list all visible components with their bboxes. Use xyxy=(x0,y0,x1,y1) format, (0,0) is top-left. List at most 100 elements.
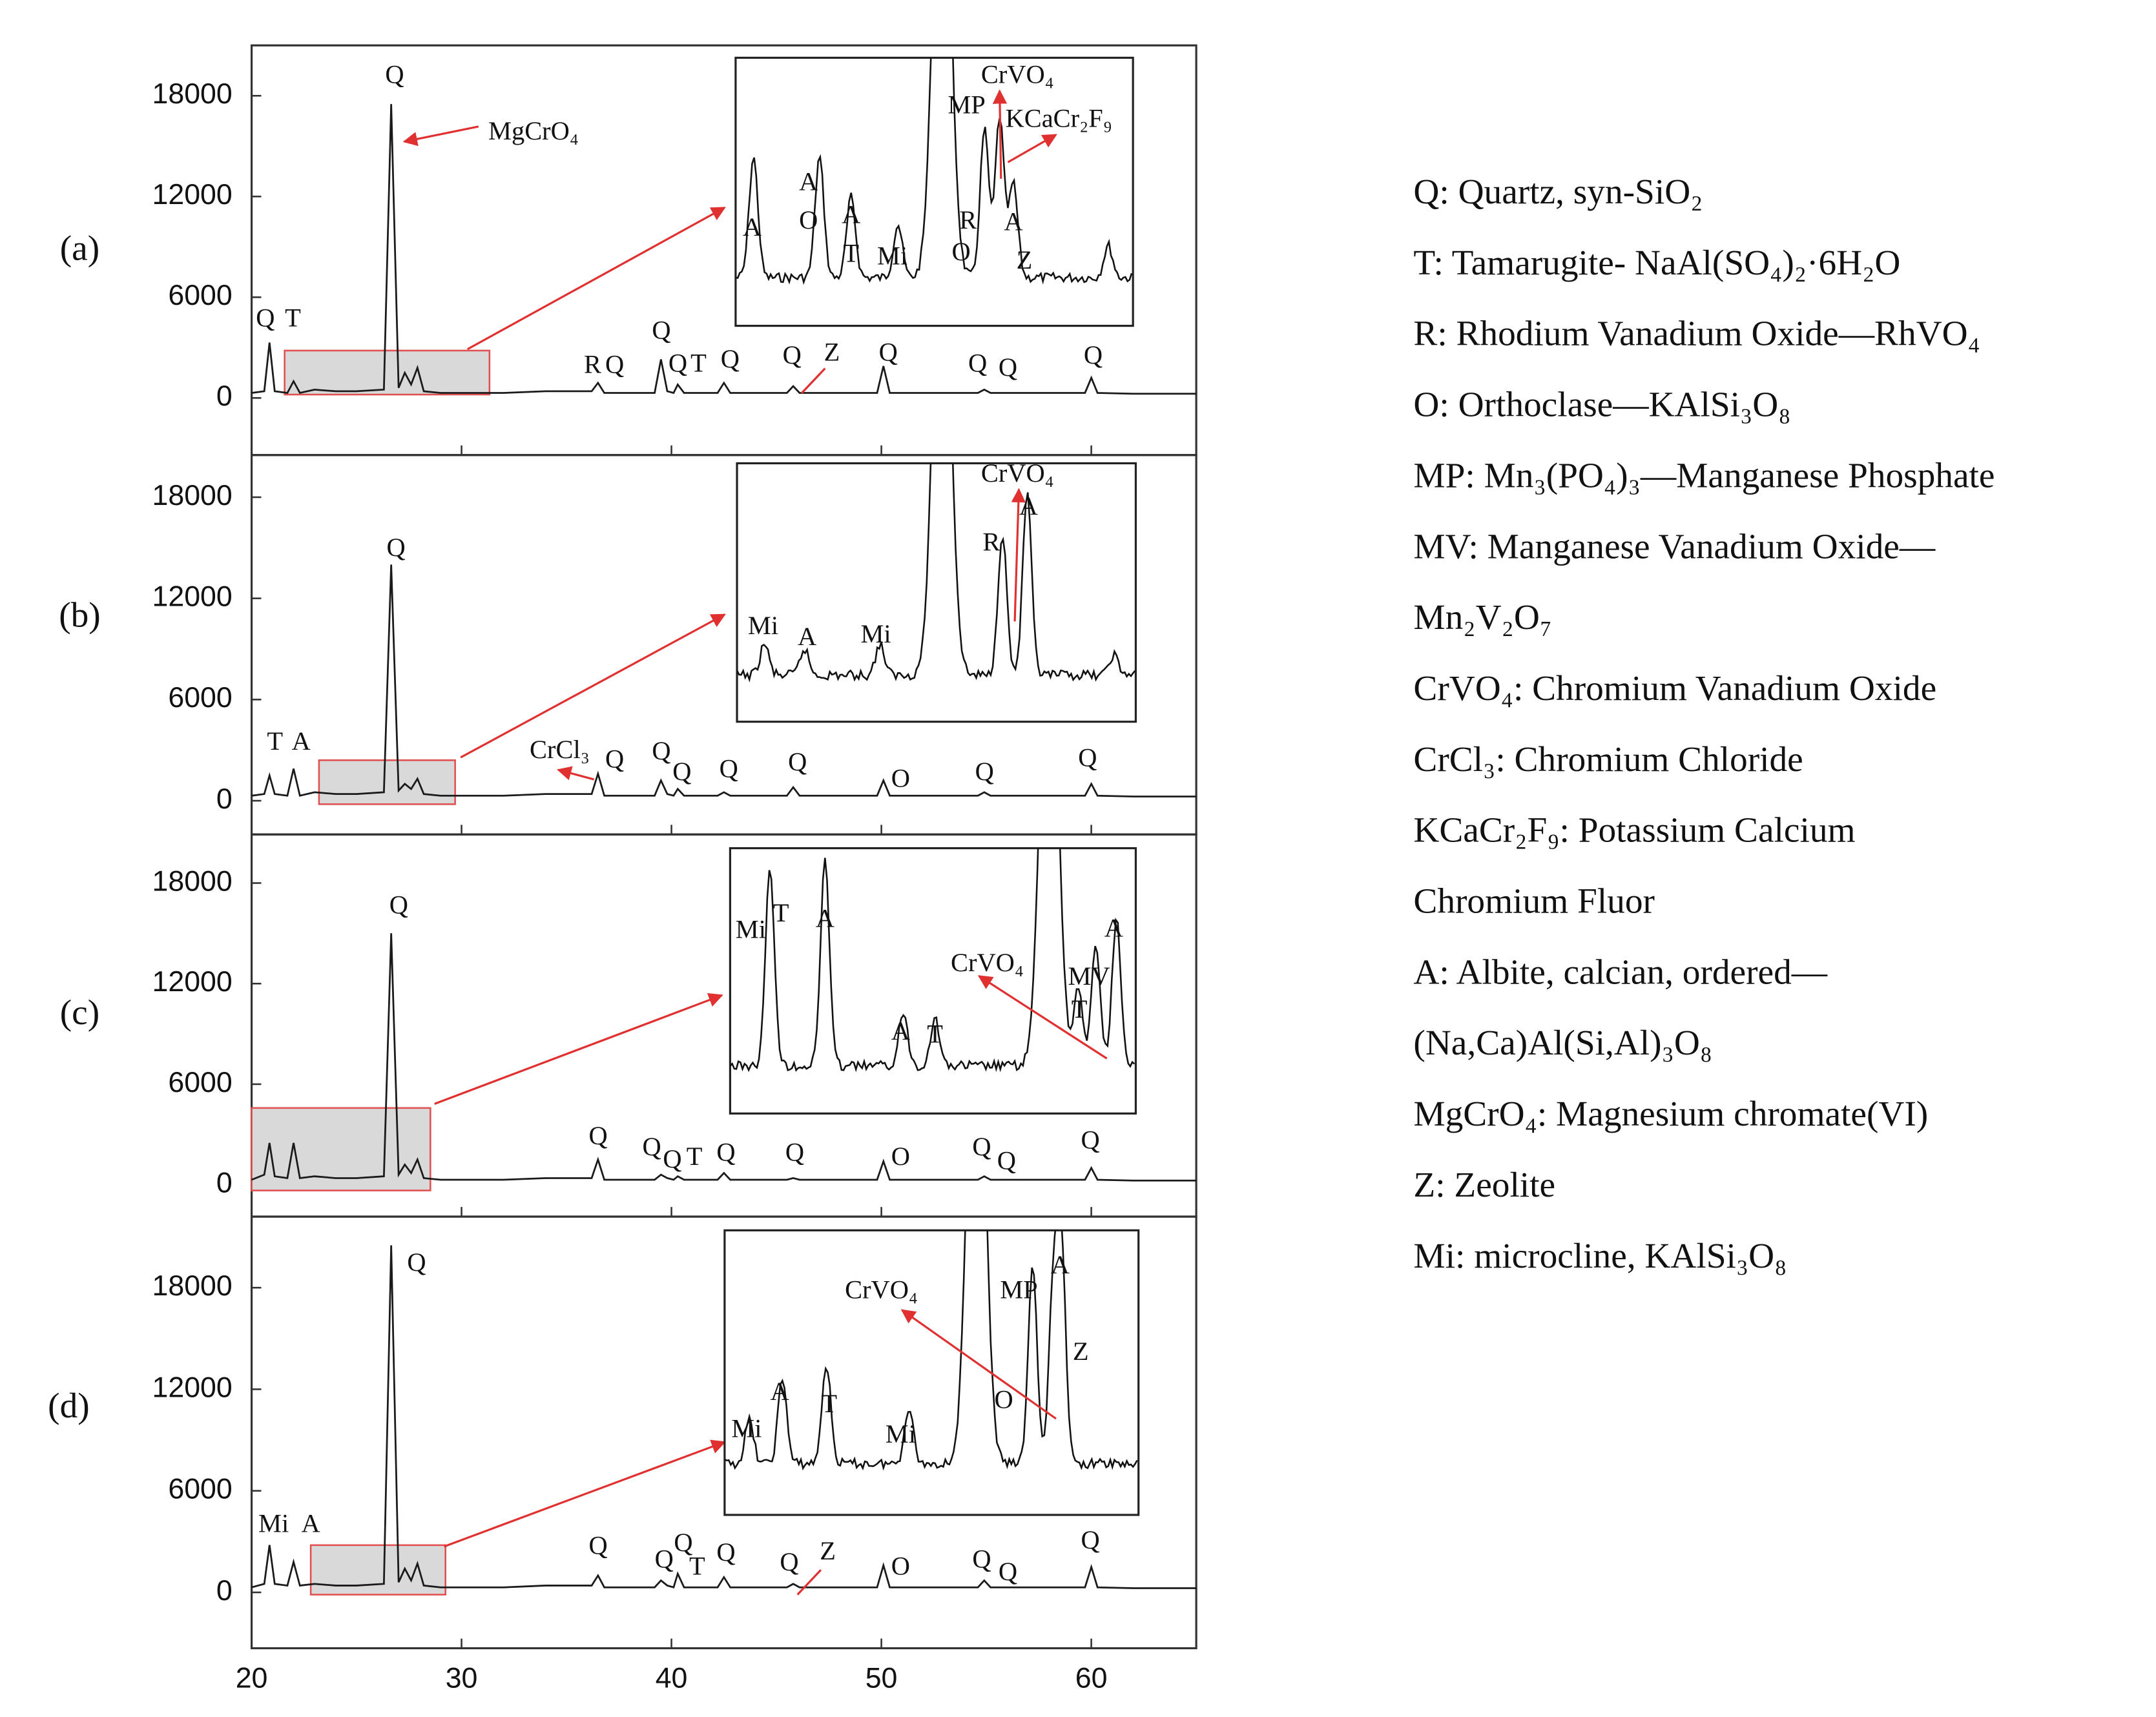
peak-label: Q xyxy=(387,533,406,562)
inset-label: A xyxy=(1104,914,1123,943)
y-tick-label: 12000 xyxy=(152,966,233,998)
peak-label: Q xyxy=(999,353,1017,382)
legend-line: Mi: microcline, KAlSi₃O₈ xyxy=(1413,1236,1787,1275)
legend-line: R: Rhodium Vanadium Oxide—RhVO₄ xyxy=(1413,314,1980,353)
peak-label: T xyxy=(285,303,301,332)
peak-label: Q xyxy=(605,745,624,774)
inset-label: T xyxy=(927,1019,943,1048)
y-tick-label: 18000 xyxy=(152,480,233,511)
inset-label: CrVO₄ xyxy=(845,1275,918,1304)
inset-label: MV xyxy=(1068,961,1110,991)
inset-label: A xyxy=(743,212,762,242)
x-tick-label: 40 xyxy=(656,1662,688,1694)
peak-label: O xyxy=(891,1142,910,1171)
xrd-pattern xyxy=(251,933,1197,1182)
peak-label: CrCl₃ xyxy=(530,735,590,764)
pointer xyxy=(402,125,479,147)
inset-label: Mi xyxy=(748,611,778,640)
inset-trace xyxy=(735,57,1133,285)
inset-arrow xyxy=(900,1309,1057,1420)
peak-label: Q xyxy=(972,1132,991,1161)
zoom-region xyxy=(284,349,491,396)
y-tick-label: 18000 xyxy=(152,1270,233,1302)
peak-label: Q xyxy=(1081,1525,1100,1554)
zoom-arrow xyxy=(467,207,726,351)
inset-label: Z xyxy=(1017,245,1033,274)
legend-line: Q: Quartz, syn-SiO₂ xyxy=(1413,172,1703,211)
peak-label: Z xyxy=(824,338,840,367)
x-tick-label: 50 xyxy=(866,1662,898,1694)
zoom-arrow xyxy=(444,1439,726,1548)
peak-label: Q xyxy=(588,1530,607,1559)
inset-label: T xyxy=(773,898,789,927)
peak-label: T xyxy=(690,349,707,378)
panel-label: (c) xyxy=(60,992,99,1032)
peak-label: Q xyxy=(721,344,740,373)
legend-line: T: Tamarugite- NaAl(SO₄)₂·6H₂O xyxy=(1413,243,1900,282)
inset-label: T xyxy=(821,1389,837,1418)
y-tick-label: 0 xyxy=(216,1167,233,1199)
panel-label: (d) xyxy=(48,1386,90,1425)
xrd-pattern xyxy=(251,104,1197,395)
inset-label: CrVO₄ xyxy=(981,458,1054,488)
peak-label: Q xyxy=(663,1144,681,1173)
peak-label: Q xyxy=(385,60,404,89)
peak-label: Q xyxy=(407,1248,426,1277)
legend-line: MgCrO₄: Magnesium chromate(VI) xyxy=(1413,1094,1928,1133)
inset-label: O xyxy=(799,205,818,234)
peak-label: Q xyxy=(716,1537,735,1567)
inset-label: Mi xyxy=(731,1414,762,1443)
inset-label: A xyxy=(1019,491,1038,520)
inset-frame xyxy=(723,1229,1140,1516)
peak-label: Q xyxy=(975,757,994,786)
inset-label: A xyxy=(770,1377,789,1406)
panel-label: (a) xyxy=(60,228,99,267)
pointer xyxy=(800,367,826,394)
peak-label: T xyxy=(689,1551,705,1580)
inset-label: MP xyxy=(948,90,985,119)
zoom-arrow xyxy=(434,992,723,1105)
y-tick-label: 6000 xyxy=(168,280,232,311)
inset-trace xyxy=(730,848,1135,1073)
peak-label: Q xyxy=(1081,1125,1100,1154)
y-tick-label: 18000 xyxy=(152,78,233,110)
peak-label: R xyxy=(584,350,601,379)
zoom-arrow xyxy=(460,613,726,759)
inset-arrow xyxy=(977,975,1108,1060)
inset-label: Z xyxy=(1073,1337,1089,1366)
inset-label: R xyxy=(959,205,977,234)
peak-label: Q xyxy=(972,1545,991,1574)
legend-line: CrVO₄: Chromium Vanadium Oxide xyxy=(1413,668,1936,708)
inset-label: CrVO₄ xyxy=(981,60,1054,89)
x-tick-label: 20 xyxy=(236,1662,268,1694)
legend-line: Chromium Fluor xyxy=(1413,881,1655,921)
peak-label: Q xyxy=(642,1132,661,1161)
peak-label: Q xyxy=(588,1121,607,1150)
legend-line: Mn₂V₂O₇ xyxy=(1413,597,1552,637)
legend-line: (Na,Ca)Al(Si,Al)₃O₈ xyxy=(1413,1023,1712,1062)
peak-label: T xyxy=(687,1142,703,1171)
y-tick-label: 6000 xyxy=(168,1474,232,1505)
inset-frame xyxy=(736,462,1137,723)
peak-label: Q xyxy=(672,757,691,786)
inset-label: Mi xyxy=(860,619,891,648)
inset-label: O xyxy=(994,1385,1013,1414)
inset-label: A xyxy=(842,200,860,229)
peak-label: Q xyxy=(652,316,670,345)
legend-line: MV: Manganese Vanadium Oxide— xyxy=(1413,526,1935,566)
y-tick-label: 18000 xyxy=(152,865,233,897)
inset-label: R xyxy=(982,527,1000,556)
inset-label: T xyxy=(1072,994,1088,1023)
inset-label: A xyxy=(798,622,816,651)
zoom-region xyxy=(309,1544,447,1596)
inset-label: A xyxy=(1004,207,1022,236)
peak-label: Q xyxy=(1078,743,1097,772)
xrd-pattern xyxy=(251,564,1197,797)
peak-label: Q xyxy=(788,747,807,776)
inset-label: Mi xyxy=(736,915,766,944)
peak-label: Q xyxy=(389,890,408,919)
peak-label: Q xyxy=(674,1528,692,1557)
peak-label: Q xyxy=(655,1545,674,1574)
